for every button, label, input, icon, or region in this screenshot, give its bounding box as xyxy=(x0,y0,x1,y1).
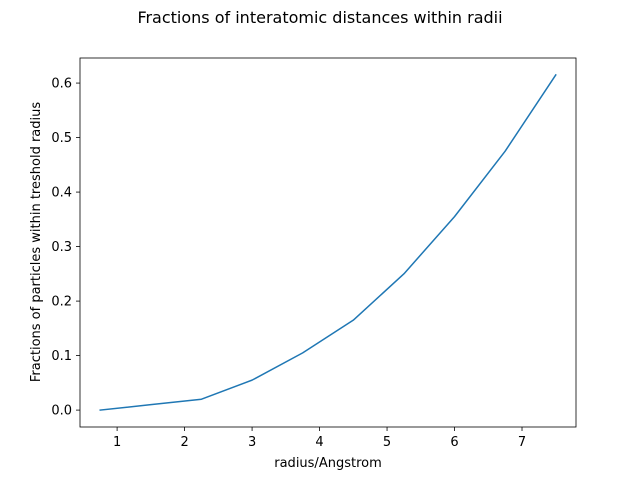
chart-title: Fractions of interatomic distances withi… xyxy=(137,8,502,27)
x-tick-label: 2 xyxy=(180,435,188,450)
y-axis-label: Fractions of particles within treshold r… xyxy=(29,102,44,382)
axes-frame xyxy=(79,57,577,428)
x-tick-label: 4 xyxy=(315,435,323,450)
x-tick-label: 3 xyxy=(248,435,256,450)
series-line xyxy=(99,73,557,411)
y-axis: 0.0 0.1 0.2 0.3 0.4 0.5 0.6 xyxy=(51,77,80,419)
x-tick-label: 6 xyxy=(450,435,458,450)
y-tick-label: 0.1 xyxy=(51,349,72,364)
x-axis-label: radius/Angstrom xyxy=(274,456,382,471)
y-tick-label: 0.3 xyxy=(51,240,72,255)
x-tick-label: 7 xyxy=(518,435,526,450)
x-tick-label: 5 xyxy=(383,435,391,450)
y-tick-label: 0.5 xyxy=(51,131,72,146)
y-tick-label: 0.4 xyxy=(51,186,72,201)
x-tick-label: 1 xyxy=(113,435,121,450)
y-tick-label: 0.2 xyxy=(51,295,72,310)
y-tick-label: 0.6 xyxy=(51,77,72,92)
x-axis: 1 2 3 4 5 6 7 xyxy=(113,427,526,450)
y-tick-label: 0.0 xyxy=(51,404,72,419)
